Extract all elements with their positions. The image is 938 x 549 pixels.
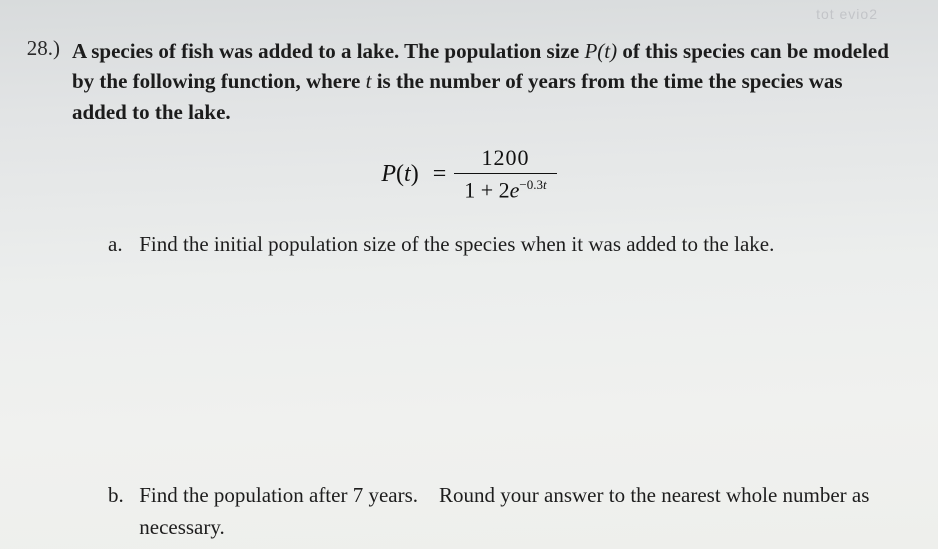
- part-a-label: a.: [108, 232, 134, 257]
- stem-function-P: P: [584, 39, 597, 63]
- part-b-text: Find the population after 7 years. Round…: [139, 480, 889, 543]
- fraction-denominator: 1 + 2e−0.3t: [454, 173, 556, 203]
- part-b: b. Find the population after 7 years. Ro…: [108, 480, 898, 543]
- formula-open: (: [396, 161, 404, 187]
- formula-fraction: 1200 1 + 2e−0.3t: [454, 145, 556, 203]
- stem-close-paren: ): [610, 39, 617, 63]
- formula-close: ): [411, 161, 419, 187]
- part-a: a. Find the initial population size of t…: [108, 232, 898, 257]
- formula: P(t) = 1200 1 + 2e−0.3t: [0, 145, 938, 203]
- formula-t: t: [404, 161, 411, 187]
- exp-coef: −0.3: [519, 177, 543, 192]
- part-b-label: b.: [108, 480, 134, 512]
- faint-header-text: tot evio2: [816, 6, 878, 22]
- problem-number: 28.): [20, 36, 60, 61]
- formula-equals: =: [433, 161, 447, 188]
- problem-stem: A species of fish was added to a lake. T…: [72, 36, 902, 127]
- formula-lhs: P(t): [381, 161, 418, 188]
- formula-P: P: [381, 161, 396, 187]
- fraction-numerator: 1200: [471, 145, 539, 173]
- exp-var-t: t: [543, 177, 547, 192]
- denom-exponent: −0.3t: [519, 177, 546, 192]
- denom-leading: 1 + 2: [464, 177, 509, 202]
- denom-e: e: [510, 177, 520, 202]
- part-a-text: Find the initial population size of the …: [139, 232, 774, 256]
- stem-text-1: A species of fish was added to a lake. T…: [72, 39, 584, 63]
- stem-standalone-t: t: [366, 69, 372, 93]
